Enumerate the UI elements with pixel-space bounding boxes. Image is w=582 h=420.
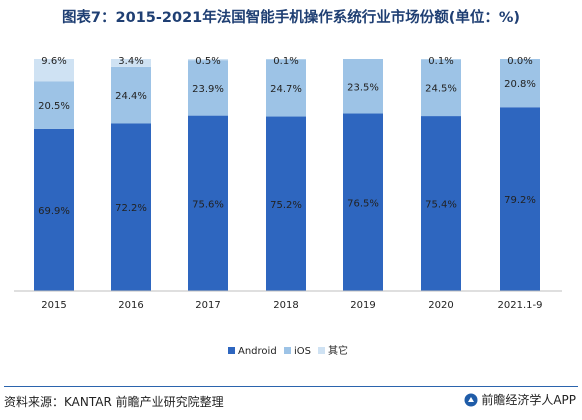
data-label-其它-2017: 0.5%: [195, 56, 220, 67]
data-label-其它-2016: 3.4%: [118, 56, 143, 67]
bar-android-2017: [188, 115, 228, 291]
data-label-android-2018: 75.2%: [270, 200, 302, 211]
data-label-其它-2018: 0.1%: [273, 56, 298, 67]
brand-text: 前瞻经济学人APP: [481, 393, 576, 407]
bar-android-2018: [266, 116, 306, 291]
data-label-ios-2016: 24.4%: [115, 91, 147, 102]
bar-ios-2016: [111, 66, 151, 124]
bar-android-2016: [111, 123, 151, 291]
data-label-android-2015: 69.9%: [38, 206, 70, 217]
bar-android-2021.1-9: [500, 107, 540, 291]
legend-item-其它: 其它: [318, 344, 348, 357]
legend-swatch-其它: [318, 347, 325, 354]
bar-android-2019: [343, 113, 383, 292]
brand-mark: 前瞻经济学人APP: [464, 391, 576, 408]
chart-title: 图表7：2015-2021年法国智能手机操作系统行业市场份额(单位：%): [61, 10, 521, 26]
bar-ios-2021.1-9: [500, 59, 540, 108]
bar-ios-2018: [266, 59, 306, 117]
bar-其它-2017: [188, 59, 228, 61]
data-label-android-2017: 75.6%: [192, 199, 224, 210]
data-label-ios-2017: 23.9%: [192, 84, 224, 95]
bar-ios-2020: [421, 59, 461, 117]
data-label-android-2020: 75.4%: [425, 200, 457, 211]
x-tick-label-2018: 2018: [273, 300, 298, 311]
brand-logo-icon: [464, 393, 478, 406]
data-label-android-2016: 72.2%: [115, 203, 147, 214]
x-tick-labels: 2015 2016 2017 2018 2019 2020 2021.1-9: [41, 300, 542, 311]
data-label-其它-2021.1-9: 0.0%: [507, 56, 532, 67]
x-tick-label-2021.1-9: 2021.1-9: [498, 300, 543, 311]
data-label-ios-2015: 20.5%: [38, 101, 70, 112]
x-tick-label-2020: 2020: [428, 300, 453, 311]
legend: Android iOS 其它: [228, 344, 348, 357]
x-tick-label-2016: 2016: [118, 300, 143, 311]
data-label-ios-2020: 24.5%: [425, 84, 457, 95]
data-label-ios-2019: 23.5%: [347, 82, 379, 93]
legend-label-android: Android: [238, 346, 277, 357]
data-label-android-2021.1-9: 79.2%: [504, 195, 536, 206]
bar-ios-2017: [188, 60, 228, 116]
legend-item-ios: iOS: [284, 346, 311, 357]
legend-label-其它: 其它: [328, 344, 348, 357]
bar-android-2020: [421, 116, 461, 292]
bars-layer: 69.9% 20.5% 9.6% 72.2% 24.4% 3.4% 75.6% 23.9% 0.…: [34, 56, 540, 292]
x-tick-label-2019: 2019: [350, 300, 375, 311]
bar-其它-2015: [34, 59, 74, 82]
source-note: 资料来源：KANTAR 前瞻产业研究院整理: [4, 395, 224, 409]
data-label-其它-2015: 9.6%: [41, 56, 66, 67]
data-label-ios-2021.1-9: 20.8%: [504, 79, 536, 90]
bar-其它-2016: [111, 59, 151, 67]
legend-swatch-ios: [284, 347, 291, 354]
bar-ios-2019: [343, 59, 383, 114]
bar-android-2015: [34, 128, 74, 291]
data-label-android-2019: 76.5%: [347, 198, 379, 209]
data-label-其它-2020: 0.1%: [428, 56, 453, 67]
x-tick-label-2017: 2017: [195, 300, 220, 311]
x-tick-label-2015: 2015: [41, 300, 66, 311]
footer-divider: [4, 386, 578, 387]
legend-label-ios: iOS: [294, 346, 311, 357]
legend-swatch-android: [228, 347, 235, 354]
legend-item-android: Android: [228, 346, 277, 357]
data-label-ios-2018: 24.7%: [270, 84, 302, 95]
bar-ios-2015: [34, 81, 74, 129]
